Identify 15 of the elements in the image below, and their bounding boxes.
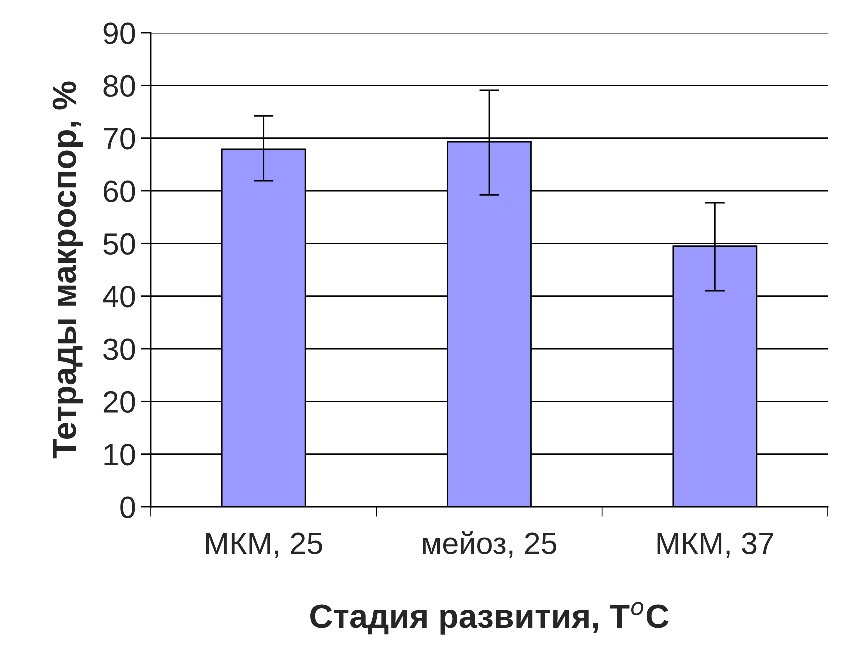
x-tick-label: мейоз, 25	[423, 531, 557, 558]
y-tick-label: 40	[103, 286, 136, 308]
x-axis-title: Стадия развития, T$^{o}$C	[310, 602, 669, 635]
y-tick-label: 20	[104, 391, 136, 414]
y-axis-title: Тетрады макроспор, %	[52, 82, 83, 459]
y-tick-label: 70	[104, 128, 136, 150]
y-tick-label: 10	[104, 444, 136, 466]
y-tick-label: 90	[104, 22, 136, 44]
y-tick-label: 50	[104, 233, 136, 256]
y-tick-label: 30	[104, 338, 136, 360]
y-tick-label: 80	[104, 75, 136, 98]
x-tick-label: МКМ, 37	[658, 532, 774, 558]
y-tick-label: 0	[120, 496, 136, 518]
x-tick-label: МКМ, 25	[206, 532, 322, 558]
y-tick-label: 60	[104, 180, 136, 202]
